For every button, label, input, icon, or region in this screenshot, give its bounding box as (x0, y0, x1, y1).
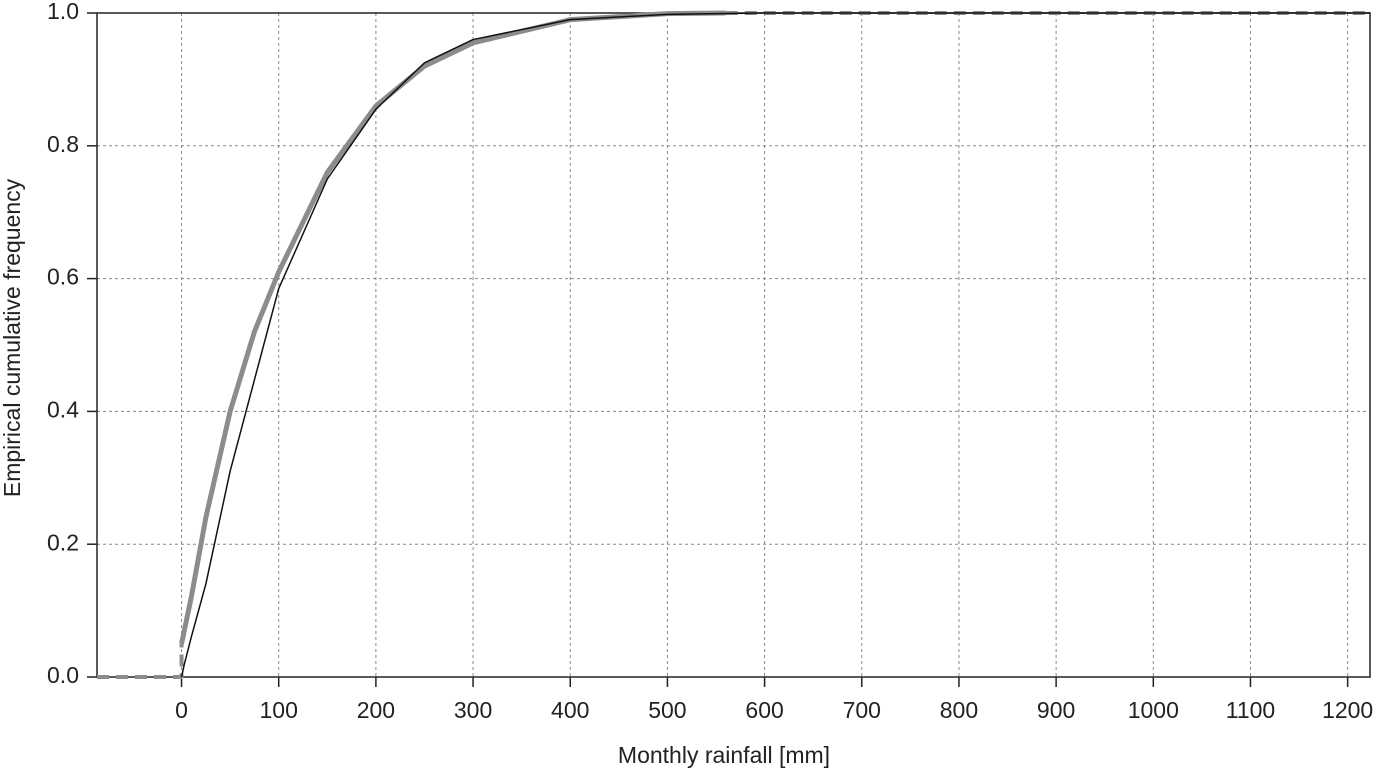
x-tick-label: 100 (260, 697, 298, 723)
x-tick-label: 0 (175, 697, 188, 723)
y-tick-label: 0.0 (47, 662, 79, 688)
x-tick-label: 900 (1037, 697, 1075, 723)
x-tick-label: 600 (745, 697, 783, 723)
x-tick-label: 500 (648, 697, 686, 723)
y-tick-label: 0.8 (47, 131, 79, 157)
plot-frame (96, 12, 1371, 678)
x-tick-label: 700 (843, 697, 881, 723)
y-tick-label: 1.0 (47, 0, 79, 24)
x-tick-label: 200 (357, 697, 395, 723)
x-tick-label: 400 (551, 697, 589, 723)
y-axis-label: Empirical cumulative frequency (0, 178, 25, 497)
y-tick-label: 0.2 (47, 529, 79, 555)
y-tick-label: 0.6 (47, 264, 79, 290)
x-tick-label: 1100 (1226, 697, 1275, 723)
x-tick-label: 1000 (1128, 697, 1179, 723)
y-tick-label: 0.4 (47, 396, 79, 422)
x-tick-label: 1200 (1322, 697, 1373, 723)
x-tick-label: 300 (454, 697, 492, 723)
data-line (179, 10, 726, 645)
x-tick-label: 800 (940, 697, 978, 723)
data-line (180, 12, 1370, 678)
data-line (97, 11, 1370, 679)
x-axis-label: Monthly rainfall [mm] (618, 742, 830, 768)
